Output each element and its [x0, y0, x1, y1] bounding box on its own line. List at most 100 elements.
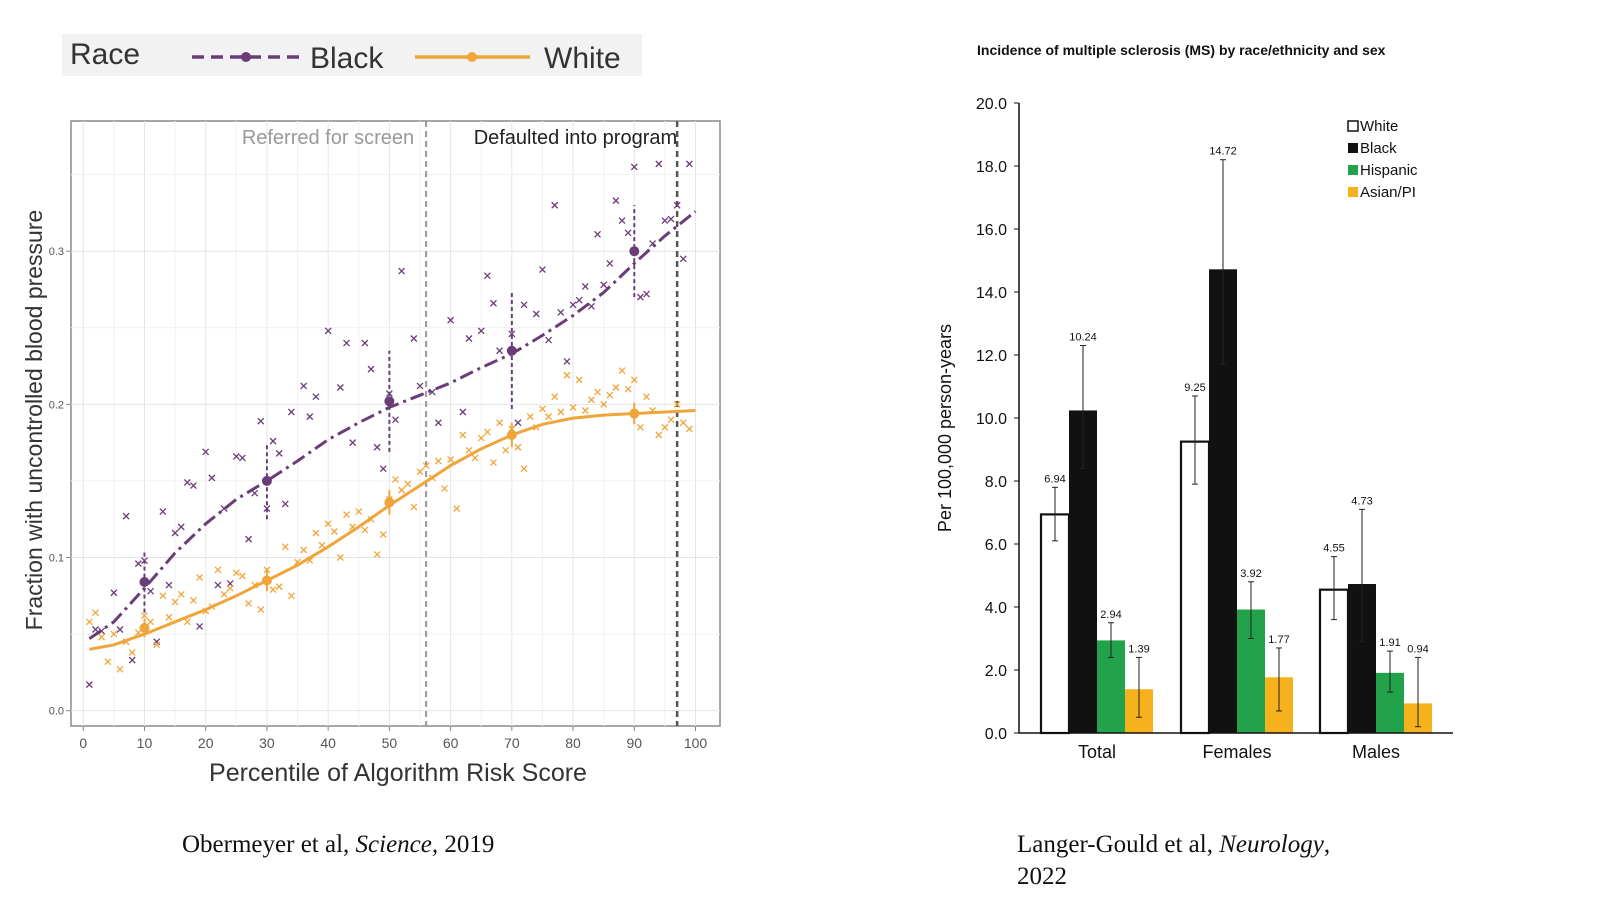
white-data-point: [263, 566, 271, 574]
black-data-point: [183, 479, 191, 486]
white-data-point: [92, 609, 99, 617]
white-data-point: [600, 400, 608, 408]
y-tick-label: 18.0: [976, 159, 1007, 176]
white-data-point: [275, 583, 283, 591]
white-mean-point: [261, 575, 272, 586]
y-tick-label: 0.2: [49, 399, 64, 411]
x-tick-label: 90: [626, 735, 642, 751]
black-data-point: [679, 255, 687, 263]
black-data-point: [312, 393, 320, 401]
black-data-point: [667, 215, 675, 223]
white-mean-point: [139, 622, 150, 633]
white-data-point: [606, 391, 614, 399]
y-tick-label: 0.3: [49, 246, 64, 258]
black-data-point: [159, 508, 167, 516]
threshold-lines: [425, 121, 679, 726]
caption-right-authors: Langer-Gould et al,: [1017, 831, 1220, 858]
white-data-point: [398, 486, 406, 494]
black-mean-point: [629, 246, 640, 257]
black-data-point: [398, 267, 406, 275]
white-data-point: [551, 393, 559, 401]
x-tick-label: 100: [684, 735, 708, 751]
white-data-point: [330, 528, 338, 535]
white-data-point: [655, 431, 663, 439]
black-data-point: [392, 416, 399, 424]
data-label: 9.25: [1184, 382, 1205, 394]
white-data-point: [104, 658, 112, 666]
black-data-point: [465, 335, 473, 342]
white-data-point: [679, 419, 687, 427]
black-data-point: [483, 272, 491, 280]
caption-left-year: 2019: [438, 831, 495, 858]
black-data-point: [447, 316, 455, 324]
black-mean-point: [261, 475, 272, 486]
black-data-point: [557, 308, 565, 316]
white-data-point: [300, 546, 308, 554]
white-data-point: [232, 569, 240, 577]
black-data-point: [459, 408, 467, 416]
y-tick-label: 0.1: [49, 553, 64, 565]
black-data-point: [600, 281, 608, 289]
black-data-point: [122, 512, 130, 520]
black-data-point: [514, 419, 522, 427]
white-data-point: [563, 371, 571, 379]
x-tick-label: 30: [259, 735, 275, 751]
white-mean-point: [506, 429, 517, 440]
x-tick-label: 40: [320, 735, 336, 751]
white-data-point: [324, 520, 332, 528]
risk-score-chart: Race Black White Referred for screen Def…: [21, 34, 721, 787]
legend-background: [62, 34, 642, 76]
y-tick-label: 14.0: [976, 285, 1007, 302]
y-tick-label: 12.0: [976, 348, 1007, 365]
white-mean-point: [629, 408, 640, 419]
x-axis: Total Females Males: [1019, 732, 1453, 762]
y-tick-label: 4.0: [985, 600, 1007, 617]
legend-swatch: [1347, 120, 1359, 132]
y-axis-label: Per 100,000 person-years: [935, 324, 955, 532]
white-data-point: [520, 465, 528, 473]
white-data-point: [459, 431, 467, 439]
data-label: 0.94: [1407, 643, 1428, 655]
black-data-point: [496, 347, 504, 355]
y-tick-label: 2.0: [985, 663, 1007, 680]
legend-black-label: Black: [310, 42, 384, 75]
caption-right: Langer-Gould et al, Neurology,: [1017, 831, 1330, 859]
legend: Race Black White: [62, 34, 642, 76]
white-data-point: [147, 618, 155, 626]
white-data-point: [318, 541, 326, 549]
white-data-point: [373, 550, 381, 558]
black-data-point: [189, 482, 197, 489]
white-data-point: [441, 485, 448, 493]
legend: White Black Hispanic Asian/PI: [1347, 118, 1418, 201]
y-tick-label: 8.0: [985, 474, 1007, 491]
chart-title: Incidence of multiple sclerosis (MS) by …: [977, 42, 1386, 58]
ms-incidence-chart: Incidence of multiple sclerosis (MS) by …: [935, 42, 1453, 762]
white-data-point: [238, 572, 246, 580]
white-data-point: [171, 598, 179, 606]
black-data-point: [116, 626, 124, 633]
black-data-point: [367, 365, 375, 373]
white-data-point: [343, 511, 350, 519]
white-data-point: [612, 384, 620, 391]
white-data-point: [196, 573, 204, 581]
white-data-point: [183, 618, 191, 626]
y-tick-label: 0.0: [985, 726, 1007, 743]
white-data-point: [538, 405, 546, 413]
black-mean-point: [139, 577, 150, 588]
black-data-point: [257, 417, 265, 425]
white-data-point: [226, 584, 234, 592]
data-label: 3.92: [1240, 568, 1261, 580]
legend-swatch: [1348, 187, 1358, 197]
black-data-point: [545, 336, 553, 344]
black-data-point: [361, 339, 369, 347]
white-mean-point: [384, 497, 395, 508]
x-tick-label: 70: [504, 735, 520, 751]
white-data-point: [453, 505, 461, 512]
black-data-point: [551, 201, 559, 209]
black-data-point: [324, 327, 332, 335]
black-data-point: [643, 290, 650, 298]
plot-marks: [85, 160, 697, 689]
white-data-point: [281, 543, 289, 551]
legend-label: White: [1360, 118, 1398, 135]
white-data-point: [526, 413, 534, 421]
